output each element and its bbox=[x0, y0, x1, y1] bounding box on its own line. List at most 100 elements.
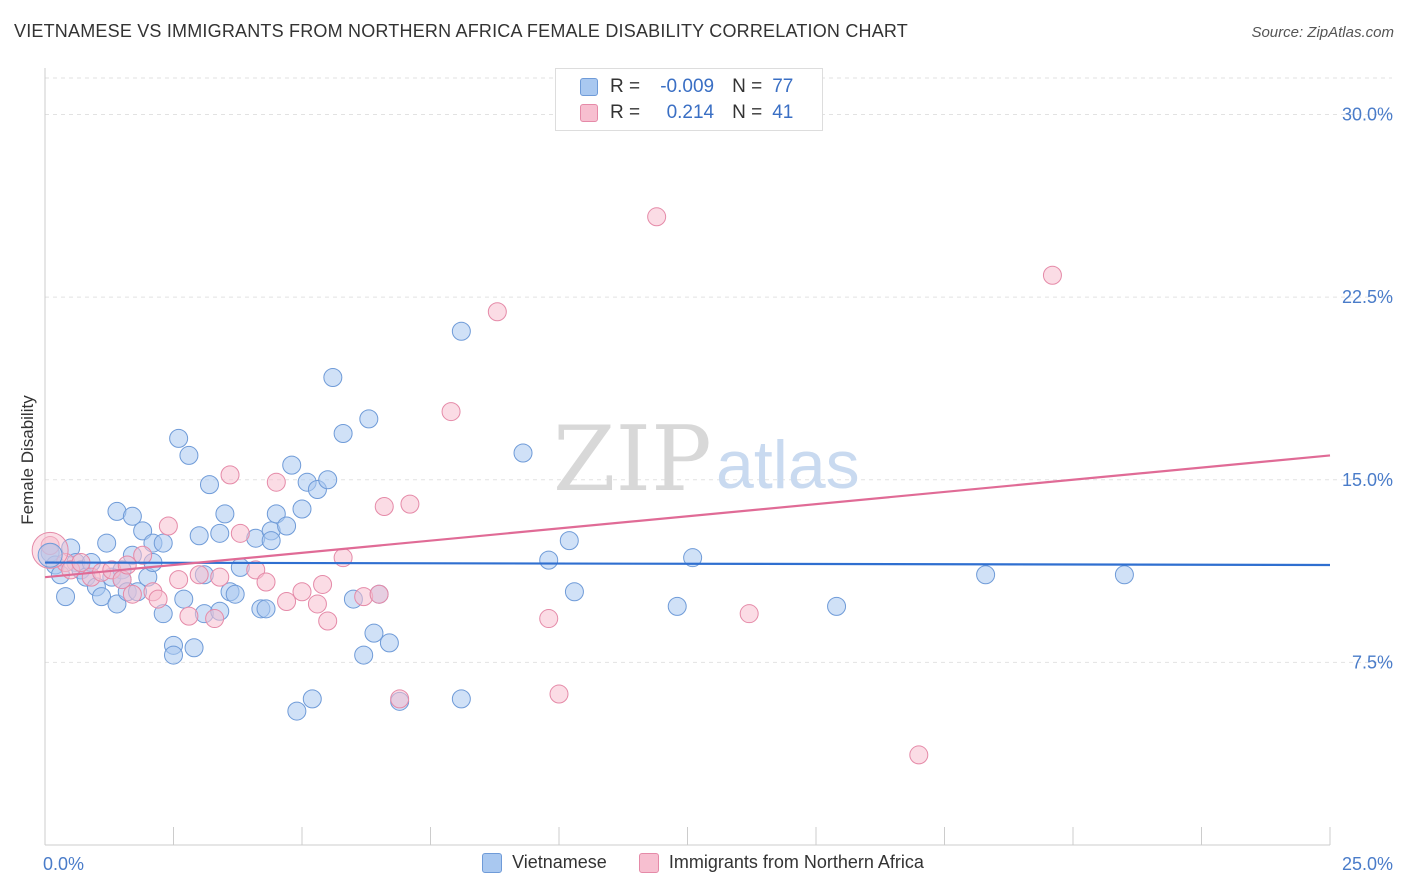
point-immigrants bbox=[1042, 265, 1062, 285]
point-vietnamese bbox=[333, 423, 353, 443]
point-immigrants bbox=[189, 565, 209, 585]
point-vietnamese bbox=[179, 445, 199, 465]
point-vietnamese bbox=[164, 645, 183, 665]
point-vietnamese bbox=[323, 367, 343, 387]
point-vietnamese bbox=[1114, 565, 1134, 585]
point-immigrants bbox=[169, 570, 189, 590]
point-vietnamese bbox=[184, 638, 204, 658]
point-immigrants bbox=[179, 606, 199, 626]
y-tick-label: 15.0% bbox=[1342, 470, 1393, 490]
point-vietnamese bbox=[122, 506, 142, 526]
legend-n-label: N = bbox=[732, 76, 763, 97]
grid-lines bbox=[45, 77, 1392, 663]
point-immigrants bbox=[205, 609, 225, 629]
legend-r-label: R = bbox=[610, 102, 641, 123]
point-vietnamese bbox=[189, 526, 209, 546]
point-immigrants bbox=[292, 582, 312, 602]
legend-n-value: 41 bbox=[772, 102, 794, 123]
point-immigrants bbox=[117, 555, 137, 575]
point-immigrants bbox=[246, 560, 266, 580]
point-vietnamese bbox=[379, 633, 399, 653]
series-legend: Vietnamese Immigrants from Northern Afri… bbox=[0, 852, 1406, 873]
point-vietnamese bbox=[354, 645, 374, 665]
series-legend-item-vietnamese[interactable]: Vietnamese bbox=[482, 852, 607, 873]
point-vietnamese bbox=[56, 587, 76, 607]
point-vietnamese bbox=[282, 455, 302, 475]
series-swatch-immigrants bbox=[638, 852, 659, 873]
legend-row-immigrants: R = 0.214 N = 41 bbox=[580, 101, 793, 125]
axes bbox=[44, 68, 1331, 846]
point-vietnamese bbox=[215, 504, 235, 524]
trend-lines bbox=[44, 454, 1331, 579]
y-tick-label: 30.0% bbox=[1342, 105, 1393, 125]
point-vietnamese bbox=[292, 499, 312, 519]
point-vietnamese bbox=[683, 548, 703, 568]
legend-n-value: 77 bbox=[772, 76, 794, 97]
point-vietnamese bbox=[827, 596, 847, 616]
legend-r-value: 0.214 bbox=[666, 102, 715, 123]
point-vietnamese bbox=[277, 516, 297, 536]
point-vietnamese bbox=[513, 443, 533, 463]
point-immigrants bbox=[277, 592, 297, 612]
x-tick-label: 25.0% bbox=[1342, 854, 1393, 874]
series-legend-item-immigrants[interactable]: Immigrants from Northern Africa bbox=[638, 852, 924, 873]
point-vietnamese bbox=[266, 504, 286, 524]
legend-swatch-vietnamese bbox=[580, 78, 598, 96]
point-immigrants bbox=[122, 584, 142, 604]
point-immigrants bbox=[318, 611, 338, 631]
point-immigrants bbox=[539, 609, 559, 629]
point-vietnamese bbox=[256, 599, 276, 619]
chart-title: VIETNAMESE VS IMMIGRANTS FROM NORTHERN A… bbox=[14, 21, 908, 41]
series-label-immigrants: Immigrants from Northern Africa bbox=[668, 852, 924, 872]
data-points bbox=[31, 207, 1134, 765]
point-vietnamese bbox=[451, 689, 471, 709]
point-vietnamese bbox=[261, 531, 281, 551]
point-immigrants bbox=[158, 516, 178, 536]
watermark: ZIP atlas bbox=[553, 407, 860, 512]
point-vietnamese bbox=[133, 521, 153, 541]
point-immigrants bbox=[313, 574, 333, 594]
correlation-legend: R = -0.009 N = 77 R = 0.214 N = 41 bbox=[555, 68, 823, 131]
point-immigrants bbox=[266, 472, 286, 492]
point-vietnamese bbox=[359, 409, 379, 429]
point-immigrants bbox=[549, 684, 569, 704]
y-tick-label: 22.5% bbox=[1342, 287, 1393, 307]
x-tick-label: 0.0% bbox=[43, 854, 84, 874]
point-immigrants bbox=[487, 302, 507, 322]
point-vietnamese bbox=[153, 533, 173, 553]
legend-n-label: N = bbox=[732, 102, 763, 123]
legend-r-value: -0.009 bbox=[660, 76, 715, 97]
point-vietnamese bbox=[302, 689, 322, 709]
point-immigrants bbox=[220, 465, 240, 485]
point-immigrants bbox=[909, 745, 929, 765]
point-vietnamese bbox=[667, 596, 687, 616]
point-immigrants bbox=[739, 604, 759, 624]
point-vietnamese bbox=[564, 582, 584, 602]
point-immigrants bbox=[148, 589, 168, 609]
point-vietnamese bbox=[199, 475, 219, 495]
source-label: Source: ZipAtlas.com bbox=[1251, 24, 1394, 41]
point-immigrants bbox=[210, 567, 230, 587]
point-vietnamese bbox=[97, 533, 117, 553]
point-immigrants bbox=[230, 523, 250, 543]
trend-line-immigrants bbox=[44, 454, 1331, 579]
y-tick-label: 7.5% bbox=[1352, 652, 1393, 672]
point-immigrants bbox=[307, 594, 327, 614]
point-vietnamese bbox=[559, 531, 579, 551]
point-vietnamese bbox=[976, 565, 996, 585]
point-vietnamese bbox=[107, 594, 127, 614]
point-immigrants bbox=[390, 689, 410, 709]
legend-r-label: R = bbox=[610, 76, 641, 97]
watermark-zip: ZIP bbox=[553, 407, 712, 512]
series-label-vietnamese: Vietnamese bbox=[512, 852, 607, 872]
point-immigrants bbox=[647, 207, 667, 227]
point-vietnamese bbox=[169, 428, 189, 448]
point-cluster-vietnamese bbox=[37, 542, 63, 568]
point-immigrants bbox=[374, 497, 394, 517]
point-immigrants bbox=[400, 494, 420, 514]
point-vietnamese bbox=[364, 623, 384, 643]
legend-swatch-immigrants bbox=[580, 104, 598, 122]
point-vietnamese bbox=[210, 523, 230, 543]
point-vietnamese bbox=[92, 587, 112, 607]
